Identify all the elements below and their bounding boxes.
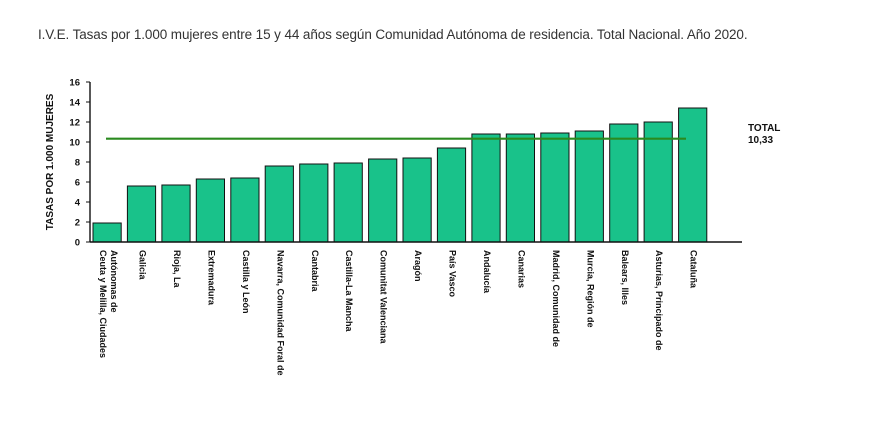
bar: [505, 133, 535, 243]
y-tick-label: 8: [75, 158, 80, 169]
bar-chart: 0 2 4 6 8 10 12 14 16 TASAS POR 1.000 MUJERES TOTA…: [45, 78, 780, 376]
bar: [92, 222, 122, 243]
x-category-label: Galicia: [138, 250, 148, 281]
bar: [678, 107, 708, 243]
bar: [299, 163, 329, 243]
y-tick-label: 10: [69, 138, 80, 149]
page-title: I.V.E. Tasas por 1.000 mujeres entre 15 …: [38, 27, 748, 42]
y-axis-title: TASAS POR 1.000 MUJERES: [45, 93, 56, 230]
x-category-label: Asturias, Principado de: [654, 250, 664, 351]
x-category-label: Navarra, Comunidad Foral de: [275, 250, 285, 376]
x-category-label: Balears, Illes: [620, 250, 630, 305]
x-category-label: Comunitat Valenciana: [379, 250, 389, 345]
x-category-label: Autónomas de: [109, 250, 119, 313]
x-category-label: Madrid, Comunidad de: [551, 250, 561, 347]
total-label: 10,33: [748, 135, 773, 146]
bar: [609, 123, 639, 243]
bar: [230, 177, 260, 243]
bar: [402, 157, 432, 243]
y-tick-label: 12: [69, 118, 80, 129]
chart-panel: 0 2 4 6 8 10 12 14 16 TASAS POR 1.000 MUJERES TOTA…: [30, 68, 798, 412]
bar: [540, 132, 570, 243]
bar: [126, 185, 157, 243]
x-category-label: Canarias: [517, 250, 527, 288]
y-tick-label: 4: [75, 198, 81, 209]
bar: [643, 121, 673, 243]
x-category-label: Ceuta y Melilla, Ciudades: [98, 250, 108, 358]
bar: [161, 184, 191, 243]
total-label: TOTAL: [748, 123, 780, 134]
x-category-label: Rioja, La: [172, 250, 182, 289]
y-tick-label: 16: [69, 78, 80, 89]
x-category-label: Castilla-La Mancha: [344, 250, 354, 333]
x-category-label: País Vasco: [448, 250, 458, 298]
x-category-label: Aragón: [413, 250, 423, 282]
bar: [333, 162, 363, 243]
bar: [574, 130, 604, 243]
x-category-label: Cataluña: [689, 250, 699, 289]
bar: [368, 158, 398, 243]
x-category-label: Extremadura: [207, 250, 217, 306]
y-tick-label: 14: [69, 98, 80, 109]
x-category-label: Andalucía: [482, 250, 492, 294]
x-category-label: Castilla y León: [241, 250, 251, 314]
bar: [195, 178, 226, 243]
x-category-label: Cantabria: [310, 250, 320, 293]
y-tick-label: 0: [75, 238, 80, 249]
x-category-label: Murcia, Región de: [585, 250, 595, 328]
bar: [264, 165, 294, 243]
bar: [436, 147, 467, 243]
y-tick-label: 6: [75, 178, 80, 189]
y-tick-label: 2: [75, 218, 80, 229]
bar: [471, 133, 501, 243]
